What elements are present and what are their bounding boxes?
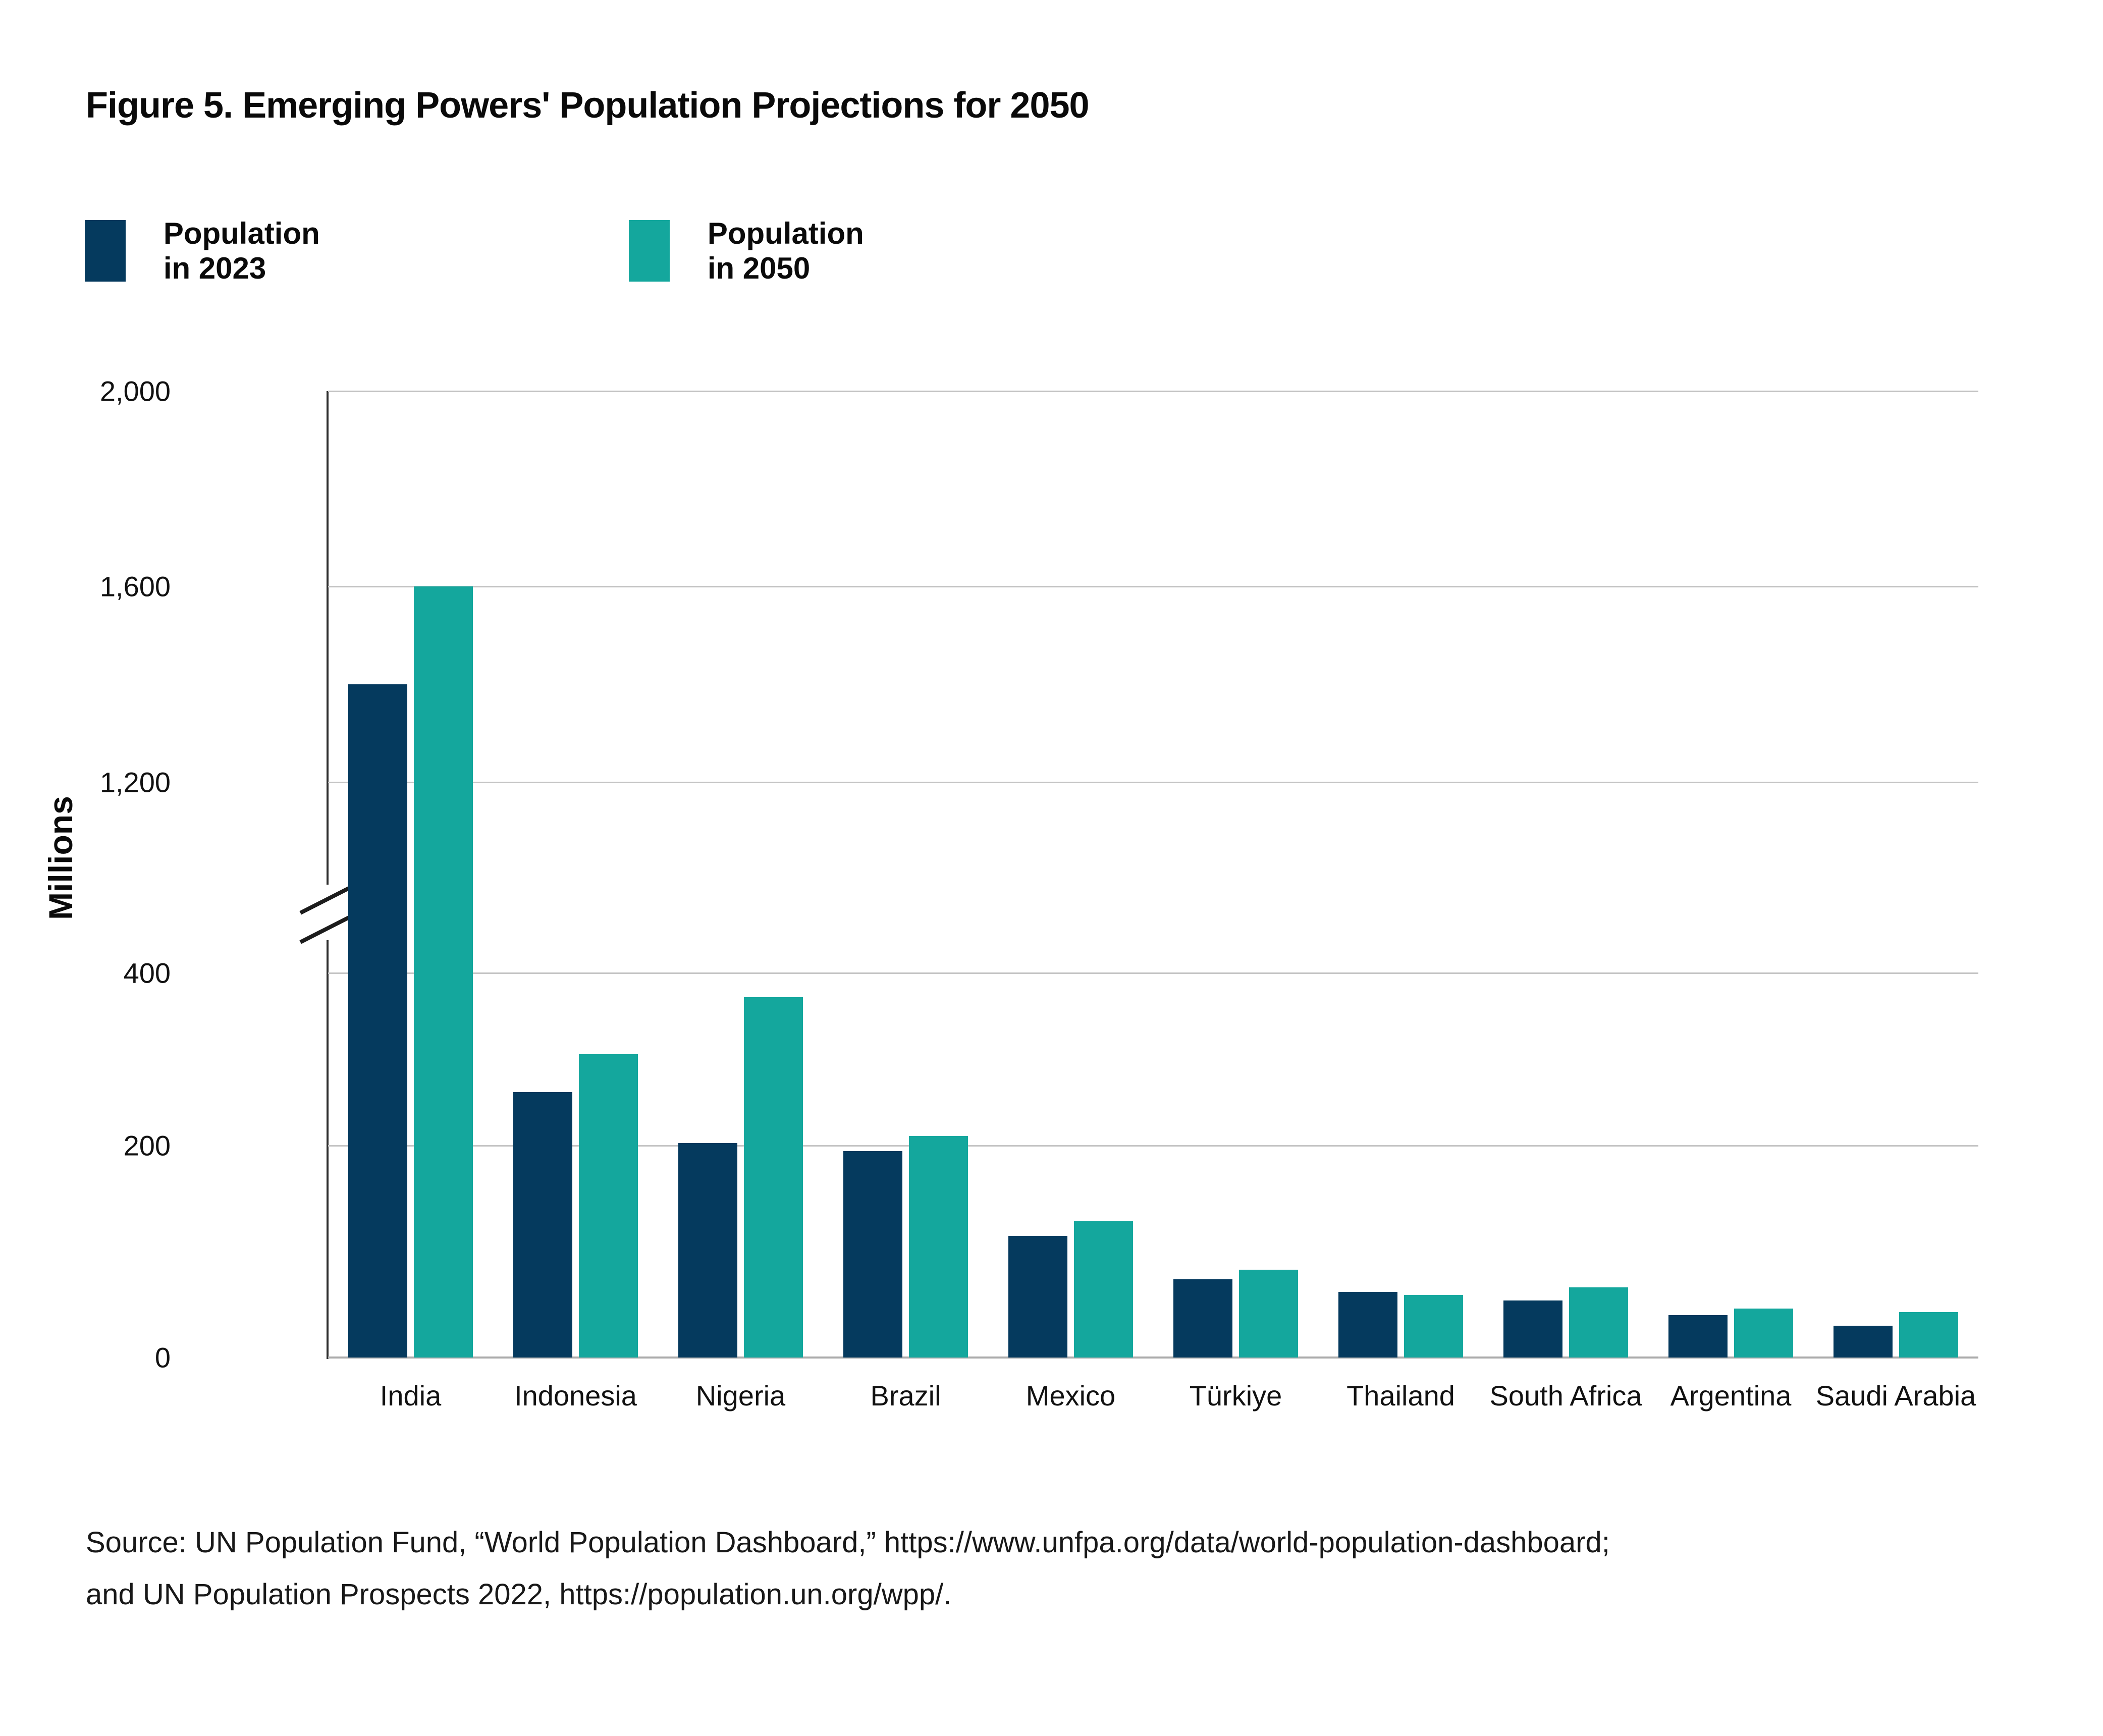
bar-nigeria-2050 — [744, 997, 803, 1358]
bar-brazil-2050 — [909, 1136, 968, 1358]
bar-saudi-arabia-2023 — [1834, 1326, 1893, 1358]
legend-item-2023: Population in 2023 — [85, 216, 341, 286]
y-tick-1200: 1,200 — [99, 766, 171, 798]
x-label-mexico: Mexico — [1026, 1380, 1116, 1412]
bar-thailand-2050 — [1404, 1295, 1463, 1358]
x-axis-baseline — [328, 1357, 1978, 1359]
bar-argentina-2023 — [1668, 1315, 1728, 1358]
bar-indonesia-2023 — [513, 1092, 572, 1358]
bar-brazil-2023 — [843, 1151, 902, 1358]
bar-india-2050 — [414, 586, 473, 1358]
plot-area: 0 200 400 1,200 1,600 2,000 India Indonesia Nige… — [100, 375, 1978, 1412]
bar-saudi-arabia-2050 — [1899, 1312, 1958, 1358]
legend-label-2023: Population in 2023 — [163, 216, 320, 285]
source-note: Source: UN Population Fund, “World Popul… — [86, 1516, 1610, 1620]
figure-title: Figure 5. Emerging Powers' Population Pr… — [86, 85, 1090, 126]
y-tick-2000: 2,000 — [99, 375, 171, 407]
x-label-brazil: Brazil — [870, 1380, 941, 1412]
y-tick-400: 400 — [123, 957, 171, 989]
bar-nigeria-2023 — [678, 1143, 737, 1358]
bar-türkiye-2023 — [1173, 1279, 1232, 1358]
x-label-india: India — [380, 1380, 442, 1412]
source-line-2: and UN Population Prospects 2022, https:… — [86, 1578, 952, 1611]
y-axis-line — [327, 391, 329, 1359]
legend-swatch-2050 — [629, 220, 670, 282]
legend-swatch-2023 — [85, 220, 126, 282]
y-tick-200: 200 — [123, 1129, 171, 1162]
x-label-saudi-arabia: Saudi Arabia — [1815, 1380, 1976, 1412]
legend-item-2050: Population in 2050 — [629, 216, 885, 286]
bar-mexico-2050 — [1074, 1221, 1133, 1358]
gridline-1200 — [328, 782, 1978, 783]
gridline-1600 — [328, 586, 1978, 587]
bar-argentina-2050 — [1734, 1309, 1793, 1358]
gridline-400 — [328, 972, 1978, 974]
bar-indonesia-2050 — [579, 1054, 638, 1358]
x-label-türkiye: Türkiye — [1189, 1380, 1282, 1412]
bar-thailand-2023 — [1338, 1291, 1397, 1358]
gridline-200 — [328, 1145, 1978, 1147]
bar-south-africa-2050 — [1569, 1287, 1628, 1358]
x-label-thailand: Thailand — [1346, 1380, 1455, 1412]
bar-india-2023 — [348, 684, 407, 1358]
y-tick-0: 0 — [154, 1341, 171, 1374]
y-tick-1600: 1,600 — [99, 570, 171, 603]
bar-türkiye-2050 — [1239, 1269, 1298, 1358]
x-label-south-africa: South Africa — [1489, 1380, 1642, 1412]
source-line-1: Source: UN Population Fund, “World Popul… — [86, 1526, 1610, 1559]
bar-mexico-2023 — [1008, 1235, 1067, 1358]
legend-label-2050: Population in 2050 — [707, 216, 864, 285]
gridline-2000 — [328, 391, 1978, 392]
x-label-argentina: Argentina — [1670, 1380, 1792, 1412]
bar-south-africa-2023 — [1503, 1300, 1562, 1358]
y-axis-title: Millions — [42, 796, 79, 920]
x-label-nigeria: Nigeria — [695, 1380, 786, 1412]
x-label-indonesia: Indonesia — [514, 1380, 637, 1412]
